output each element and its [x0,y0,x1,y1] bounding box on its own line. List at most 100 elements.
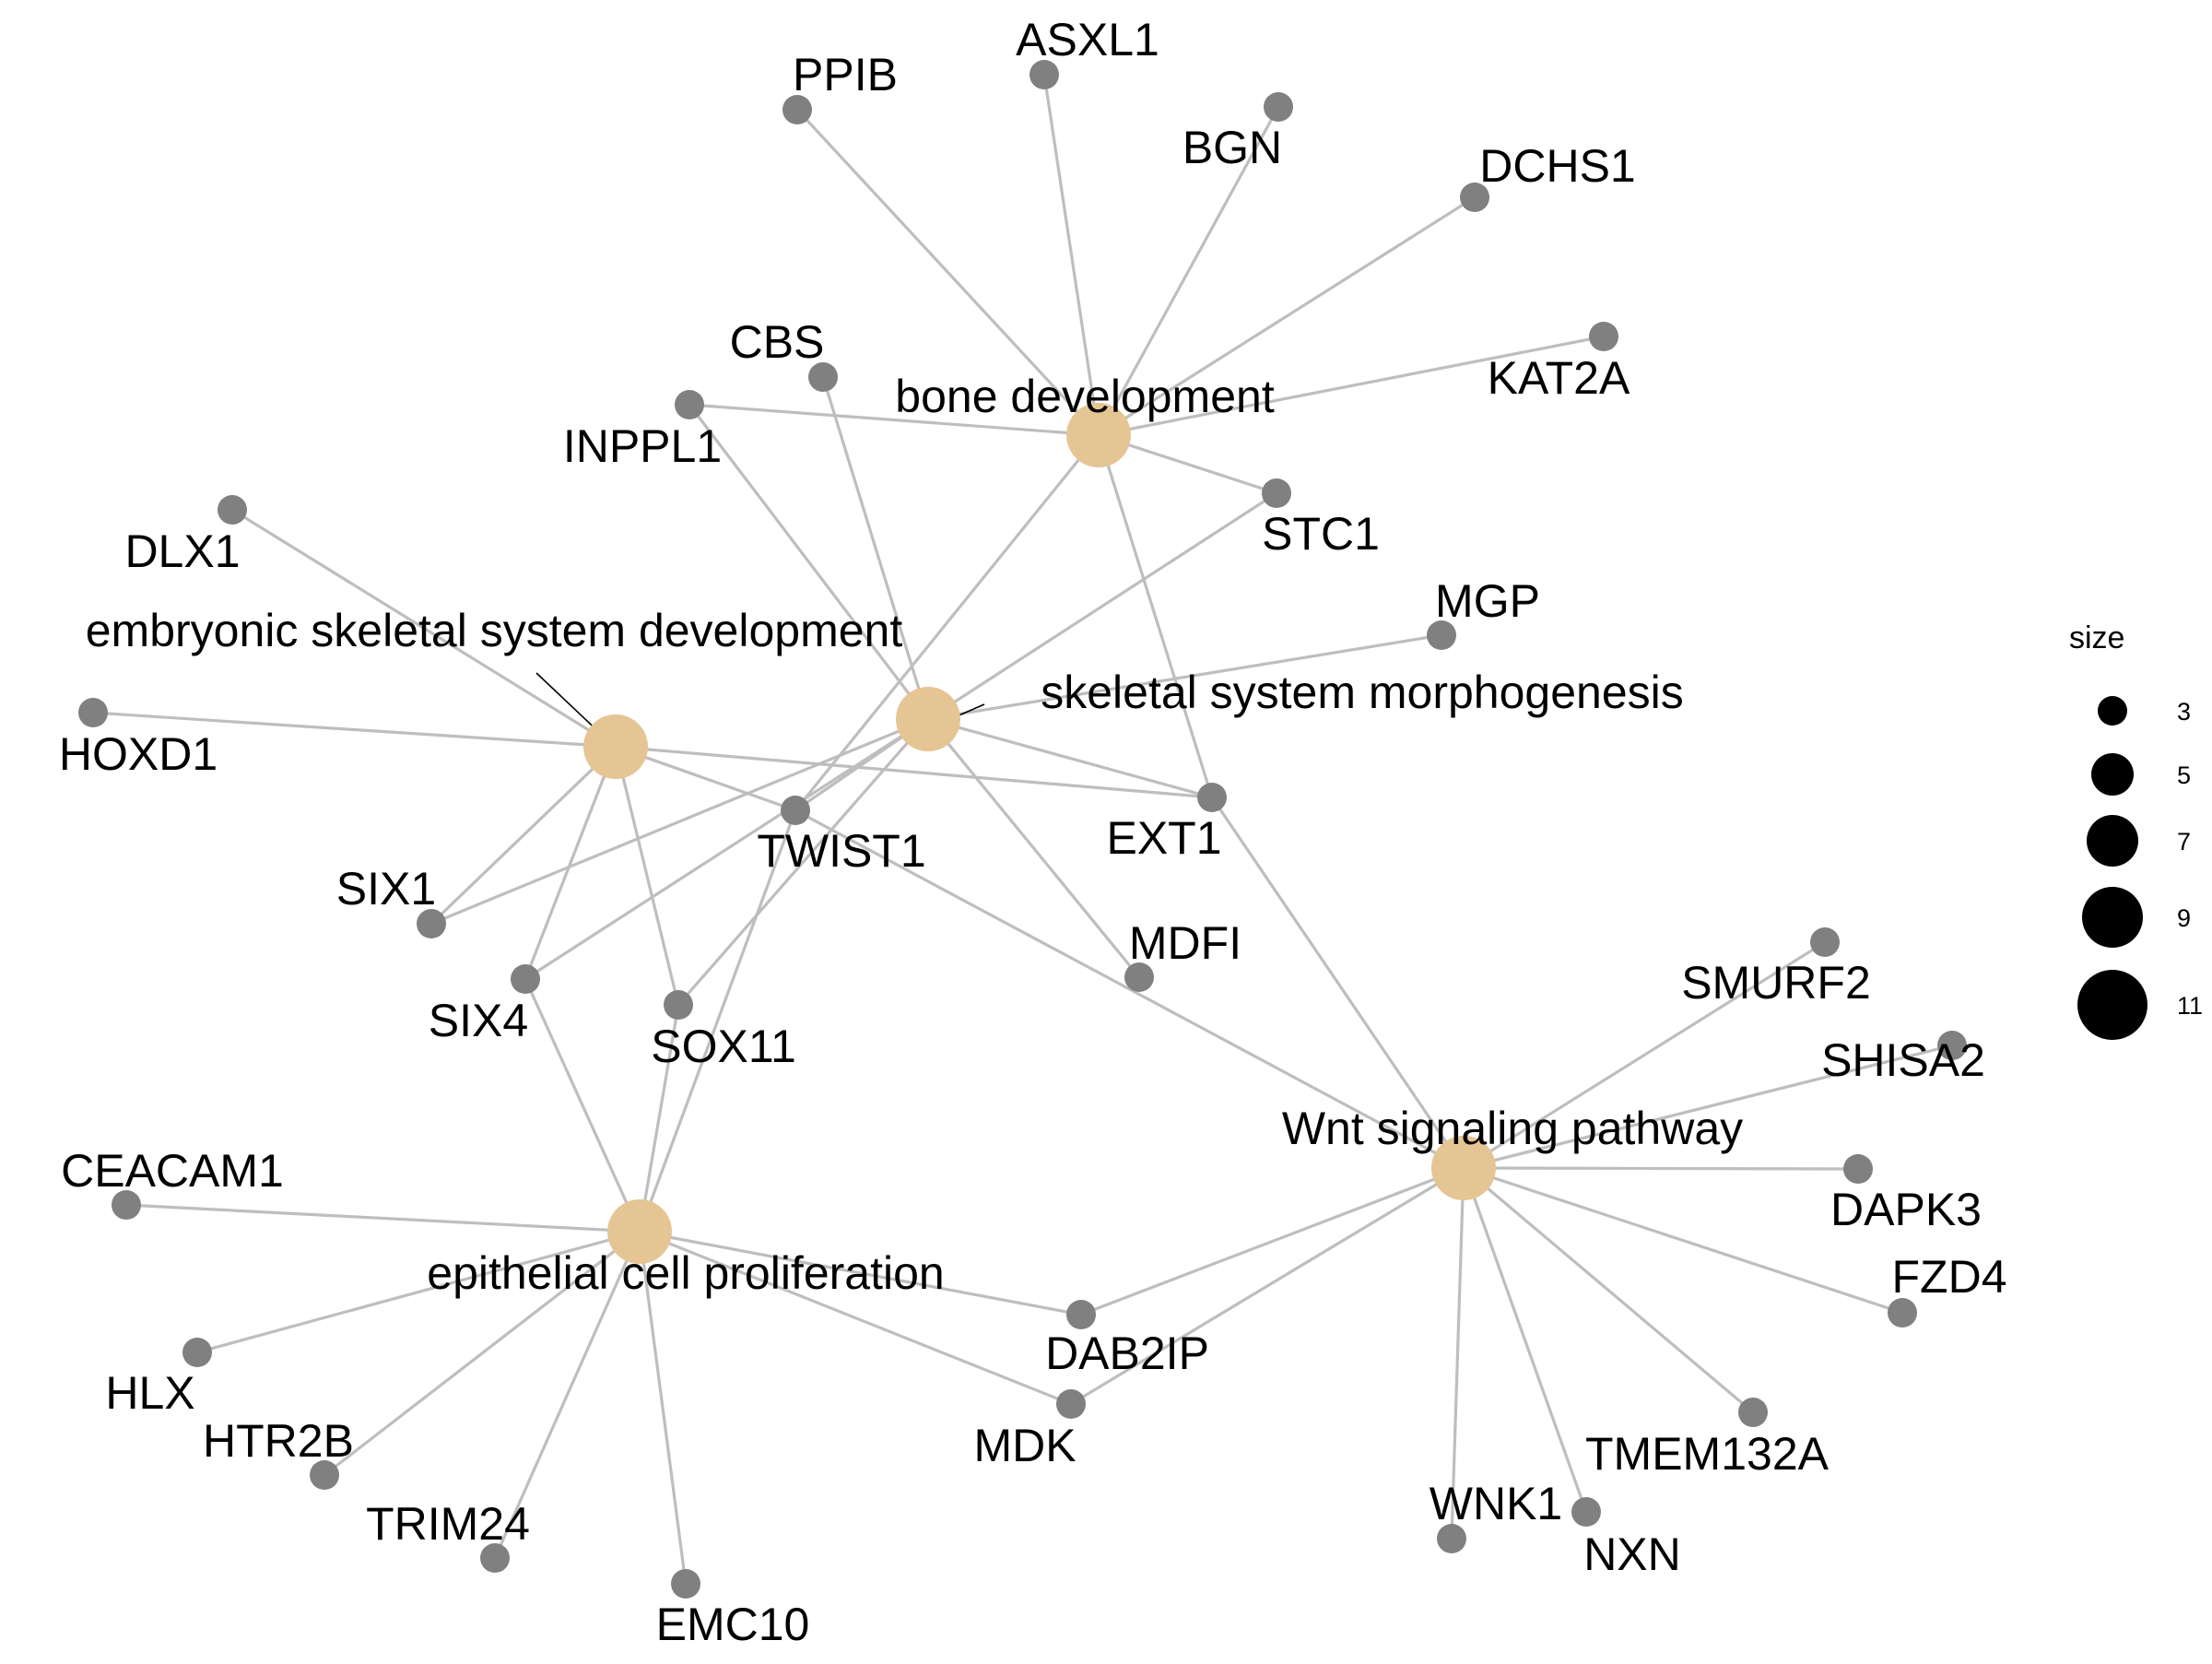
edge-epi-CEACAM1 [125,1203,641,1233]
legend-entries: 3 5 7 9 11 [2077,696,2203,1040]
category-node-bone[interactable] [1066,403,1131,467]
edge-skel-MGP [927,633,1442,721]
legend-size-label-7: 7 [2177,828,2191,856]
edge-bone-KAT2A [1098,335,1605,437]
edge-wnt-NXN [1462,1167,1588,1513]
gene-node-ppib[interactable] [782,95,812,124]
edge-wnt-WNK1 [1450,1167,1465,1540]
edge-wnt-SMURF2 [1463,940,1826,1170]
gene-node-mdk[interactable] [1056,1389,1086,1419]
gene-node-htr2b[interactable] [310,1460,339,1490]
gene-label-dchs1: DCHS1 [1479,140,1635,192]
edge-bone-EXT1 [1097,434,1214,798]
edge-emb-EXT1 [615,745,1213,799]
gene-label-asxl1: ASXL1 [1016,14,1159,65]
edge-wnt-TWIST1 [794,808,1465,1170]
category-label-emb: embryonic skeletal system development [86,605,903,656]
gene-node-fzd4[interactable] [1888,1298,1917,1328]
gene-node-cbs[interactable] [808,362,838,392]
gene-node-asxl1[interactable] [1030,60,1059,89]
gene-node-kat2a[interactable] [1589,322,1618,351]
edge-wnt-SHISA2 [1463,1044,1953,1170]
gene-node-mdfi[interactable] [1124,962,1154,992]
edge-bone-DCHS1 [1098,195,1476,437]
gene-node-ext1[interactable] [1197,783,1227,812]
edge-bone-BGN [1097,106,1280,436]
edge-epi-SOX11 [638,1004,680,1233]
gene-node-bgn[interactable] [1264,92,1293,122]
category-node-wnt[interactable] [1431,1136,1496,1200]
edge-skel-CBS [821,376,930,720]
nodes-layer [78,60,1967,1599]
edge-epi-DAB2IP [639,1230,1082,1316]
gene-node-tmem132a[interactable] [1738,1398,1768,1427]
gene-node-hoxd1[interactable] [78,698,108,727]
gene-label-inppl1: INPPL1 [563,420,722,472]
gene-node-dab2ip[interactable] [1066,1300,1096,1329]
gene-label-ext1: EXT1 [1106,812,1221,864]
gene-label-emc10: EMC10 [656,1599,810,1650]
legend-size-dot-5 [2091,753,2134,796]
edge-skel-STC1 [927,491,1277,721]
edge-wnt-MDK [1070,1166,1465,1406]
legend-size-label-3: 3 [2177,698,2191,726]
edge-emb-SIX1 [429,745,618,926]
edge-epi-TWIST1 [638,809,797,1233]
gene-node-mgp[interactable] [1427,620,1456,650]
category-label-epi: epithelial cell proliferation [427,1247,944,1299]
gene-node-emc10[interactable] [671,1569,700,1599]
gene-label-dab2ip: DAB2IP [1045,1328,1209,1379]
edge-emb-DLX1 [231,508,617,749]
gene-label-trim24: TRIM24 [366,1498,530,1550]
edge-skel-SOX11 [677,717,930,1007]
gene-label-mdfi: MDFI [1129,917,1241,969]
edge-skel-INPPL1 [688,404,930,720]
edge-skel-MDFI [926,717,1141,979]
category-node-emb[interactable] [583,714,648,779]
gene-label-stc1: STC1 [1262,508,1380,560]
gene-node-shisa2[interactable] [1937,1031,1967,1060]
gene-label-ppib: PPIB [793,49,898,100]
gene-node-hlx[interactable] [182,1338,212,1367]
gene-label-ceacam1: CEACAM1 [61,1145,284,1197]
gene-label-hlx: HLX [105,1367,194,1419]
gene-node-wnk1[interactable] [1437,1524,1466,1553]
gene-node-six1[interactable] [417,909,446,938]
gene-node-nxn[interactable] [1571,1497,1601,1527]
gene-node-dapk3[interactable] [1843,1154,1873,1184]
category-label-skel: skeletal system morphogenesis [1041,667,1684,718]
gene-node-inppl1[interactable] [675,390,704,419]
gene-label-smurf2: SMURF2 [1681,957,1871,1009]
edges-layer [92,74,1953,1585]
legend-size-dot-3 [2098,696,2127,726]
edge-emb-SIX4 [524,746,618,980]
edge-emb-SOX11 [614,746,680,1006]
category-node-epi[interactable] [607,1199,672,1264]
edge-bone-PPIB [795,108,1100,437]
gene-node-dchs1[interactable] [1460,183,1489,212]
gene-node-sox11[interactable] [664,990,693,1020]
category-node-skel[interactable] [896,687,960,751]
edge-epi-TRIM24 [493,1231,641,1559]
edge-skel-SIX4 [524,717,929,981]
gene-label-fzd4: FZD4 [1892,1251,2007,1303]
gene-node-dlx1[interactable] [218,495,247,525]
edge-epi-MDK [639,1230,1072,1406]
gene-node-six4[interactable] [511,964,540,994]
gene-label-wnk1: WNK1 [1430,1478,1562,1529]
gene-label-shisa2: SHISA2 [1821,1034,1985,1086]
gene-label-mgp: MGP [1435,575,1540,627]
gene-node-stc1[interactable] [1262,478,1291,508]
legend-title: size [2069,620,2124,655]
gene-label-kat2a: KAT2A [1488,352,1630,404]
gene-node-ceacam1[interactable] [112,1190,141,1220]
gene-label-nxn: NXN [1583,1528,1681,1580]
legend-size-dot-9 [2082,887,2143,948]
gene-node-smurf2[interactable] [1810,927,1840,957]
gene-node-twist1[interactable] [781,796,810,825]
gene-node-trim24[interactable] [480,1543,510,1573]
gene-label-cbs: CBS [730,316,825,368]
gene-label-mdk: MDK [973,1420,1076,1471]
legend-size-label-5: 5 [2177,761,2191,789]
